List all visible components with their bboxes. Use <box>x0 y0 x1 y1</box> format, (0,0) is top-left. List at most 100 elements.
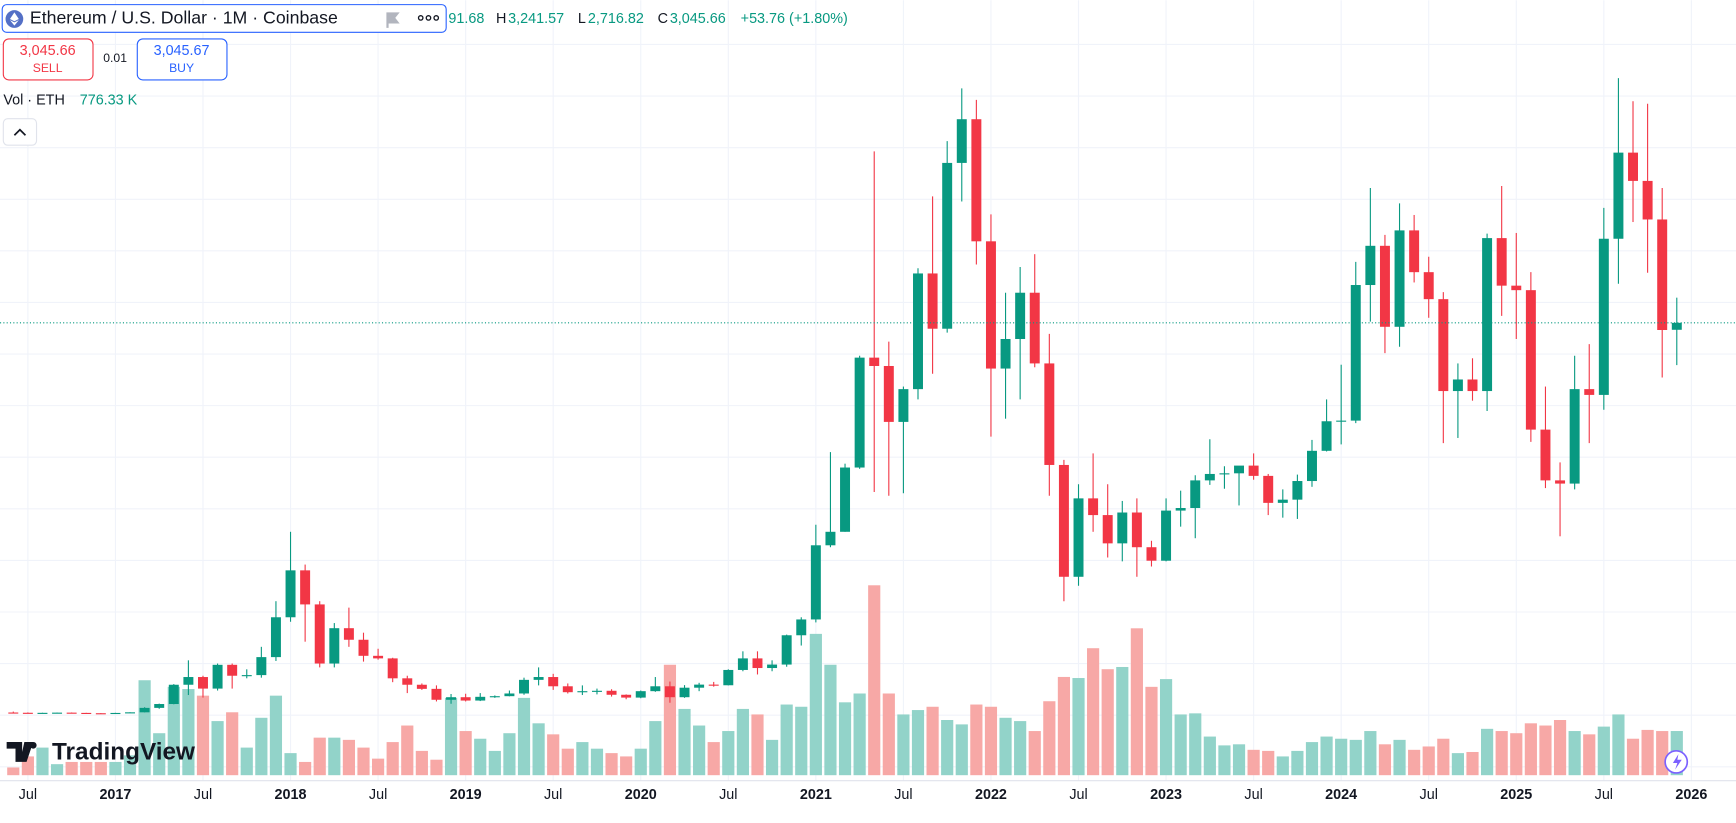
candle-body <box>1394 230 1405 327</box>
volume-bar <box>634 748 647 776</box>
volume-bar <box>693 725 706 776</box>
volume-bar <box>167 686 180 776</box>
candle-body <box>387 658 398 679</box>
candle-body <box>1613 152 1624 239</box>
volume-bar <box>605 753 618 776</box>
collapse-button[interactable] <box>2 118 38 146</box>
candle-body <box>591 690 602 692</box>
x-tick-label: Jul <box>194 787 212 803</box>
volume-bar <box>649 721 662 776</box>
volume-bar <box>1101 669 1114 776</box>
volume-bar <box>1641 729 1654 776</box>
x-tick-label: 2024 <box>1325 787 1357 803</box>
more-icon[interactable] <box>417 15 440 21</box>
volume-bar <box>970 704 983 776</box>
candle-body <box>854 357 865 468</box>
candle-body <box>956 119 967 163</box>
volume-bar <box>1247 749 1260 776</box>
candle-body <box>154 704 165 708</box>
candle-body <box>183 677 194 685</box>
volume-bar <box>1014 721 1027 776</box>
volume-bar <box>1451 753 1464 776</box>
volume-bar <box>240 747 253 776</box>
volume-bar <box>1393 739 1406 776</box>
price-pane <box>0 78 1736 715</box>
volume-bar <box>1276 756 1289 776</box>
x-tick-label: 2026 <box>1675 787 1707 803</box>
candle-body <box>81 712 92 714</box>
candle-body <box>329 628 340 664</box>
volume-bar <box>722 731 735 776</box>
candle-body <box>1321 421 1332 451</box>
x-tick-label: Jul <box>1595 787 1613 803</box>
candle-body <box>1000 338 1011 369</box>
volume-bar <box>386 742 399 776</box>
volume-bar <box>1539 725 1552 776</box>
volume-bar <box>474 738 487 776</box>
candle-body <box>1525 290 1536 430</box>
volume-bar <box>1203 736 1216 776</box>
candle-body <box>781 635 792 665</box>
volume-bar <box>984 706 998 776</box>
candle-body <box>285 570 296 618</box>
candle-body <box>270 617 281 658</box>
candle-body <box>1336 420 1347 422</box>
x-tick-label: Jul <box>894 787 912 803</box>
volume-title: Vol · ETH <box>3 93 65 109</box>
volume-bar <box>1422 746 1435 776</box>
candle-body <box>723 669 734 686</box>
volume-bar <box>1583 734 1596 776</box>
volume-bar <box>80 761 93 776</box>
candle-body <box>475 696 486 701</box>
sell-button[interactable] <box>2 38 94 81</box>
volume-bar <box>1349 739 1362 776</box>
volume-bar <box>1145 686 1158 776</box>
candle-body <box>1292 481 1303 500</box>
candle-body <box>1161 510 1172 561</box>
candle-body <box>1015 292 1026 339</box>
volume-bar <box>488 750 501 776</box>
x-tick-label: 2019 <box>450 787 482 803</box>
candle-body <box>1628 152 1638 181</box>
volume-bar <box>1437 738 1450 776</box>
buy-button[interactable] <box>136 38 228 81</box>
symbol-box[interactable] <box>1 4 447 33</box>
candle-body <box>1540 429 1551 481</box>
candle-body <box>985 241 996 369</box>
volume-bar <box>765 739 779 776</box>
candle-body <box>1277 499 1288 503</box>
candle-body <box>1598 238 1609 395</box>
volume-bar <box>1568 731 1581 776</box>
candle-body <box>1234 465 1245 474</box>
x-tick-label: 2023 <box>1150 787 1182 803</box>
volume-bar <box>1305 742 1319 776</box>
chevron-up <box>13 128 27 136</box>
volume-bar <box>1291 750 1304 776</box>
candle-body <box>227 664 238 676</box>
candle-body <box>1073 498 1084 577</box>
volume-bar <box>1189 713 1202 776</box>
candle-body <box>125 712 136 714</box>
candle-body <box>314 604 325 664</box>
candle-body <box>1263 475 1274 503</box>
candle-body <box>810 545 821 620</box>
candle-body <box>1131 512 1142 548</box>
buy-price: 3,045.67 <box>154 43 210 59</box>
flag-icon[interactable] <box>386 12 400 28</box>
volume-bar <box>503 733 516 776</box>
volume-bar <box>1028 731 1041 776</box>
candle-body <box>708 684 719 686</box>
volume-bar <box>269 695 283 776</box>
candle-body <box>256 657 267 676</box>
candle-body <box>942 162 953 329</box>
volume-bar <box>1553 720 1567 776</box>
candle-body <box>1219 473 1230 475</box>
volume-bar <box>736 708 749 776</box>
volume-bar <box>678 708 691 776</box>
volume-bar <box>357 747 370 776</box>
volume-bar <box>620 756 633 776</box>
candle-body <box>1657 219 1668 331</box>
volume-bar <box>109 761 122 776</box>
candle-body <box>1146 547 1157 561</box>
